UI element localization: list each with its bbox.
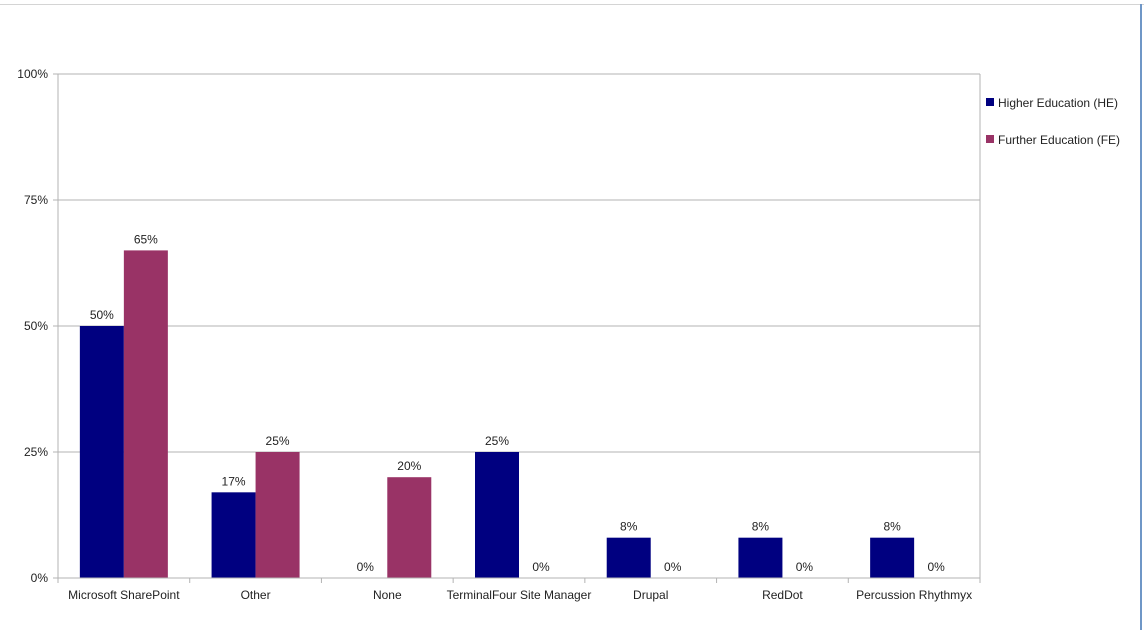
category-label: Microsoft SharePoint (68, 588, 180, 602)
bar (870, 537, 915, 578)
y-tick-label: 75% (24, 193, 48, 207)
data-label: 20% (397, 459, 421, 473)
bar (255, 452, 300, 578)
data-label: 25% (485, 434, 509, 448)
data-label: 0% (664, 560, 682, 574)
top-border (0, 4, 1144, 5)
category-label: Drupal (633, 588, 668, 602)
data-label: 8% (620, 520, 638, 534)
category-label: Percussion Rhythmyx (856, 588, 972, 602)
y-tick-label: 100% (17, 67, 48, 81)
right-border (1140, 4, 1142, 630)
bar (475, 452, 519, 578)
bar (606, 537, 651, 578)
category-label: Other (241, 588, 271, 602)
legend-swatch (986, 98, 994, 106)
y-tick-label: 50% (24, 319, 48, 333)
legend-label: Further Education (FE) (998, 133, 1120, 147)
data-label: 0% (927, 560, 945, 574)
data-label: 25% (266, 434, 290, 448)
bar (79, 326, 124, 578)
data-label: 50% (90, 308, 114, 322)
bar (123, 250, 168, 578)
y-tick-label: 0% (31, 571, 49, 585)
bar (211, 492, 256, 578)
category-label: RedDot (762, 588, 803, 602)
data-label: 17% (222, 474, 246, 488)
y-tick-label: 25% (24, 445, 48, 459)
gridlines (58, 73, 980, 453)
data-label: 8% (752, 520, 770, 534)
bar (738, 537, 783, 578)
legend: Higher Education (HE) Further Education (… (986, 96, 1120, 147)
data-label: 8% (883, 520, 901, 534)
data-label: 0% (796, 560, 814, 574)
data-label: 0% (532, 560, 550, 574)
bar (387, 477, 432, 578)
category-label: None (373, 588, 402, 602)
legend-label: Higher Education (HE) (998, 96, 1118, 110)
legend-swatch (986, 135, 994, 143)
axes (53, 73, 981, 583)
data-label: 0% (357, 560, 375, 574)
bars (79, 250, 915, 578)
labels: 0% 25% 50% 75% 100% Microsoft SharePoint Other… (17, 67, 972, 602)
data-label: 65% (134, 232, 158, 246)
category-label: TerminalFour Site Manager (447, 588, 592, 602)
